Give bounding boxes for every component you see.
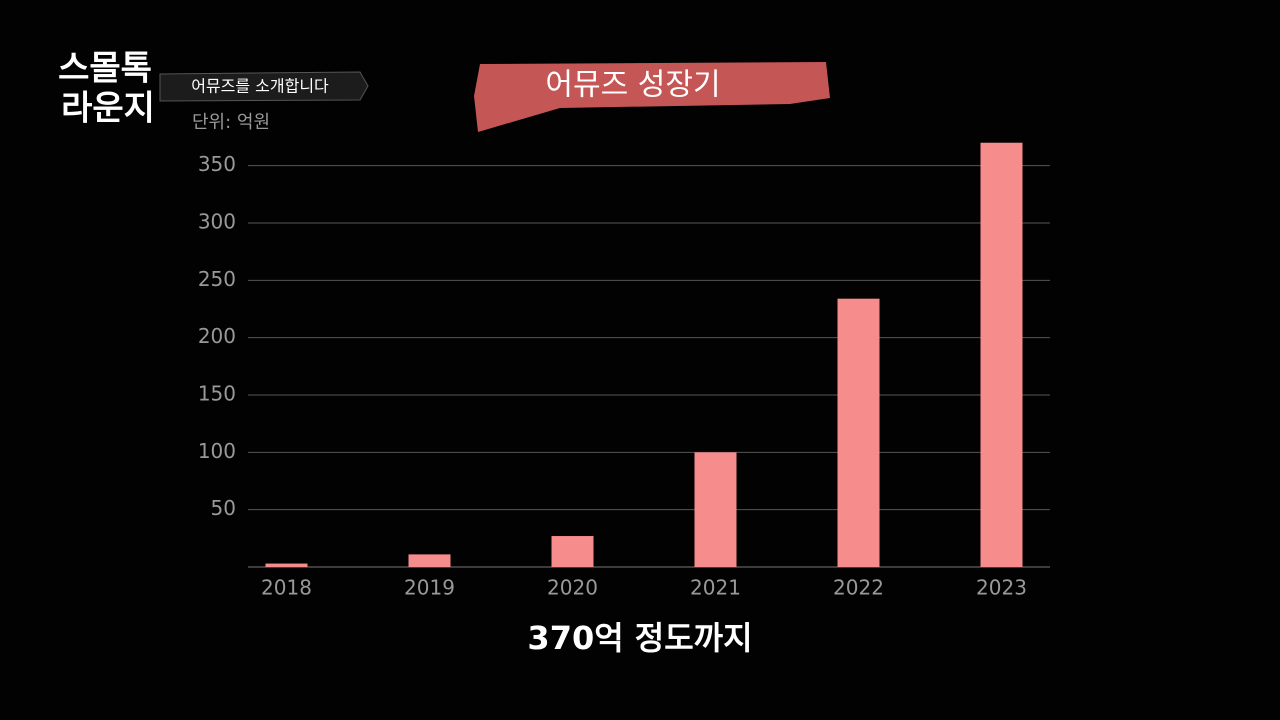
x-tick-label: 2020	[547, 576, 598, 600]
bar	[837, 298, 880, 567]
y-tick-label: 250	[198, 267, 236, 291]
y-tick-label: 300	[198, 210, 236, 234]
unit-label: 단위: 억원	[192, 112, 270, 133]
y-tick-label: 150	[198, 382, 236, 406]
bar	[694, 452, 737, 567]
x-tick-label: 2023	[976, 576, 1027, 600]
y-tick-label: 200	[198, 324, 236, 348]
bar	[408, 554, 451, 567]
bar	[551, 536, 594, 567]
bar	[265, 563, 308, 567]
logo-line: 라운지	[61, 89, 155, 129]
tagline-box	[159, 71, 369, 102]
y-tick-label: 350	[198, 152, 236, 176]
y-tick-label: 100	[198, 439, 236, 463]
tagline: 어뮤즈를 소개합니다	[191, 77, 329, 96]
logo-line: 스몰톡	[58, 49, 152, 89]
y-tick-label: 50	[211, 496, 236, 520]
caption: 370억 정도까지	[527, 619, 752, 657]
x-tick-label: 2022	[833, 576, 884, 600]
x-tick-label: 2019	[404, 576, 455, 600]
x-tick-label: 2018	[261, 576, 312, 600]
chart-title: 어뮤즈 성장기	[545, 68, 720, 103]
bar	[980, 142, 1023, 567]
title-banner	[474, 62, 830, 132]
x-tick-label: 2021	[690, 576, 741, 600]
